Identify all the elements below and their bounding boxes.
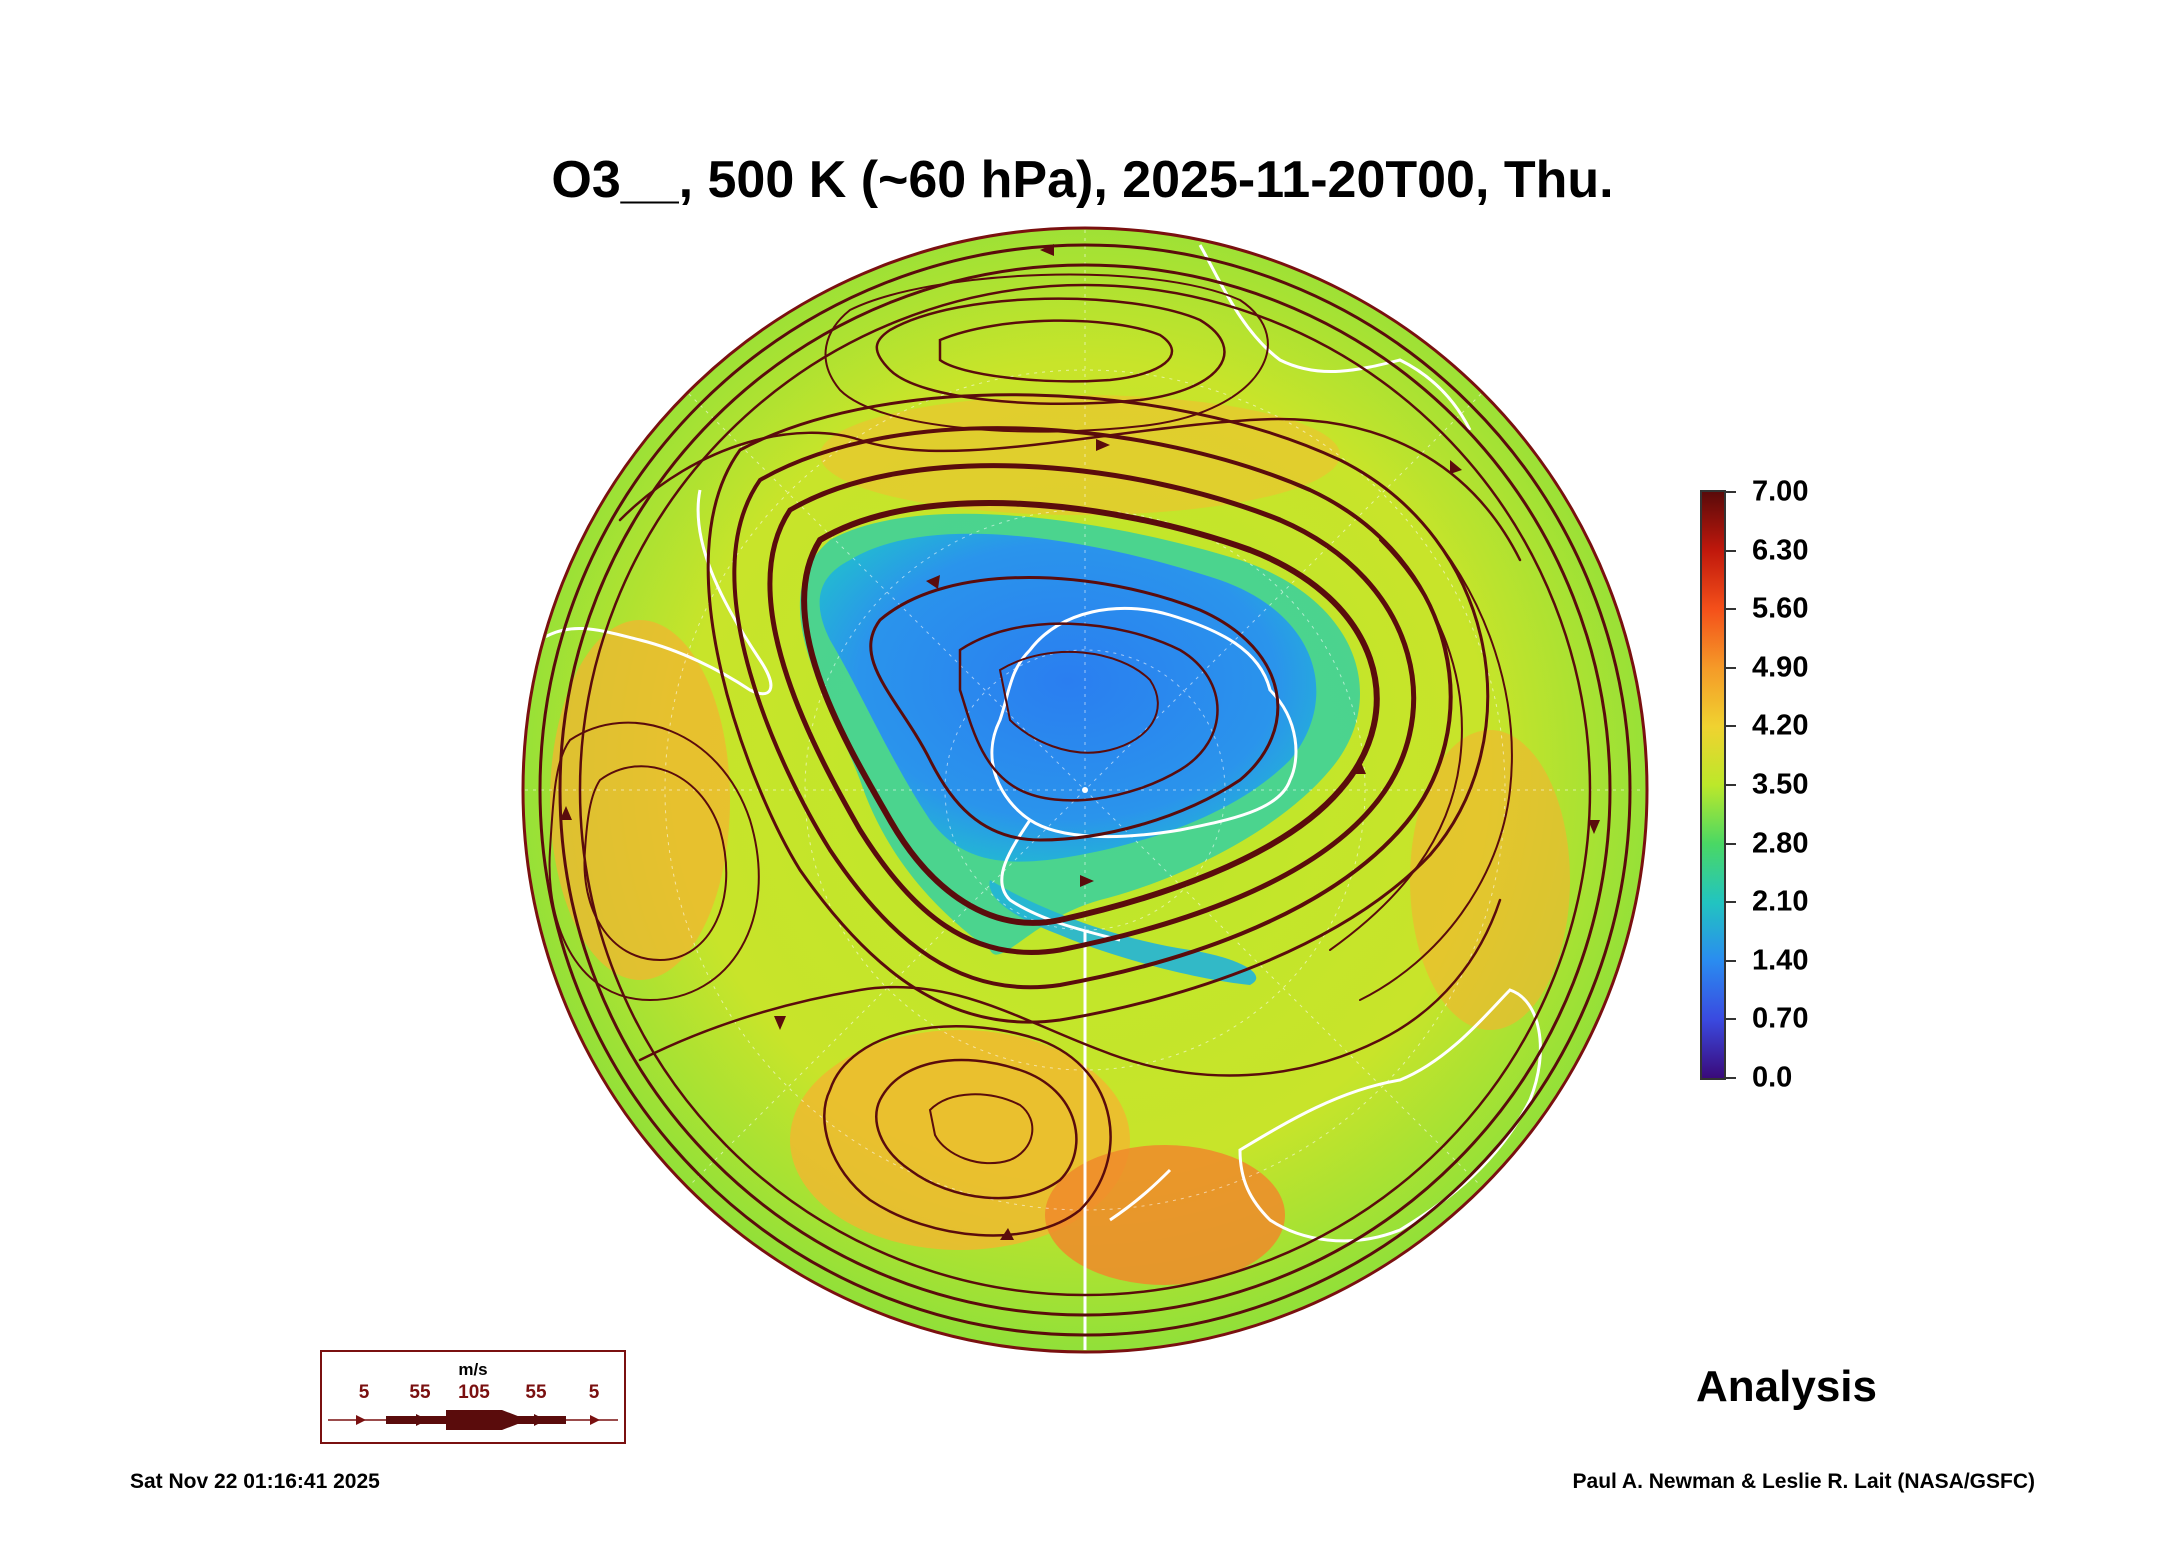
high-ozone-patch [820, 395, 1340, 515]
streamline [578, 283, 1592, 1297]
colorbar-tick [1726, 549, 1736, 552]
south-pole-marker [1082, 787, 1088, 793]
flow-arrow [1354, 760, 1366, 774]
streamline [732, 426, 1453, 990]
streamline [558, 263, 1612, 1317]
streamline [767, 463, 1417, 955]
flow-arrow [1450, 460, 1462, 474]
map-title: O3__, 500 K (~60 hPa), 2025-11-20T00, Th… [551, 151, 1614, 209]
colorbar [1700, 490, 1726, 1080]
streamline [938, 319, 1174, 383]
colorbar-tick [1726, 725, 1736, 728]
streamline [928, 1093, 1034, 1165]
colorbar-tick-label: 6.30 [1752, 534, 1809, 567]
streamline [1359, 519, 1513, 1001]
high-ozone-patch [550, 620, 730, 980]
colorbar-tick-label: 7.00 [1752, 475, 1809, 508]
streamline [548, 721, 760, 1002]
colorbar-tick [1726, 1077, 1736, 1079]
colorbar-tick-label: 4.20 [1752, 709, 1809, 742]
streamline [998, 650, 1159, 754]
colorbar-tick [1726, 491, 1736, 493]
wind-legend-arrow [328, 1410, 618, 1430]
wind-legend-unit: m/s [458, 1360, 488, 1379]
credit: Paul A. Newman & Leslie R. Lait (NASA/GS… [1572, 1470, 2035, 1493]
flow-arrow [1096, 439, 1110, 451]
new-zealand-coast [1109, 1168, 1172, 1222]
flow-arrow [1000, 1228, 1014, 1240]
streamline [958, 622, 1219, 802]
ozone-hole-tail [989, 880, 1257, 985]
antarctica-coast [990, 606, 1298, 839]
colorbar-tick-label: 0.0 [1752, 1061, 1793, 1094]
wind-legend: m/s 5 55 105 55 5 [320, 1350, 626, 1444]
south-america-coast [539, 489, 773, 696]
streamline [823, 1025, 1112, 1237]
analysis-label: Analysis [1696, 1362, 1877, 1411]
colorbar-tick [1726, 666, 1736, 669]
colorbar-tick-label: 4.90 [1752, 651, 1809, 684]
streamline [869, 576, 1280, 842]
africa-coast [1198, 244, 1472, 431]
colorbar-tick-label: 1.40 [1752, 944, 1809, 977]
flow-arrow [1040, 244, 1054, 256]
colorbar-tick-label: 2.80 [1752, 827, 1809, 860]
streamline [638, 898, 1502, 1077]
flow-arrow [926, 575, 940, 589]
streamline [1329, 539, 1463, 951]
wind-legend-value: 55 [525, 1382, 547, 1403]
streamline [875, 297, 1226, 405]
streamline [583, 765, 728, 962]
streamline [618, 417, 1522, 562]
streamline [538, 243, 1632, 1337]
colorbar-tick [1726, 608, 1736, 611]
streamline [824, 273, 1269, 433]
flow-arrow [1588, 820, 1600, 834]
flow-arrow [774, 1016, 786, 1030]
colorbar-tick [1726, 842, 1736, 845]
ozone-hole [819, 533, 1317, 862]
wind-legend-value: 105 [458, 1382, 490, 1403]
colorbar-tick-label: 5.60 [1752, 592, 1809, 625]
colorbar-tick-label: 2.10 [1752, 885, 1809, 918]
timestamp: Sat Nov 22 01:16:41 2025 [130, 1470, 380, 1493]
streamline [706, 393, 1490, 1024]
streamline [875, 1058, 1078, 1200]
coastlines [539, 244, 1542, 1350]
flow-arrow [560, 806, 572, 820]
flow-arrow [1080, 875, 1094, 887]
colorbar-tick-label: 0.70 [1752, 1002, 1809, 1035]
streamline [801, 500, 1380, 926]
flow-arrows [560, 244, 1600, 1240]
colorbar-tick [1726, 784, 1736, 786]
colorbar-tick [1726, 959, 1736, 962]
colorbar-tick-label: 3.50 [1752, 768, 1809, 801]
wind-legend-value: 5 [588, 1382, 600, 1403]
colorbar-tick [1726, 1018, 1736, 1021]
colorbar-tick [1726, 901, 1736, 904]
high-ozone-patch [1045, 1145, 1285, 1285]
streamlines [538, 243, 1632, 1337]
australia-coast [1238, 988, 1542, 1243]
wind-legend-value: 5 [358, 1382, 370, 1403]
wind-legend-value: 55 [409, 1382, 431, 1403]
high-ozone-patch [790, 1030, 1130, 1250]
